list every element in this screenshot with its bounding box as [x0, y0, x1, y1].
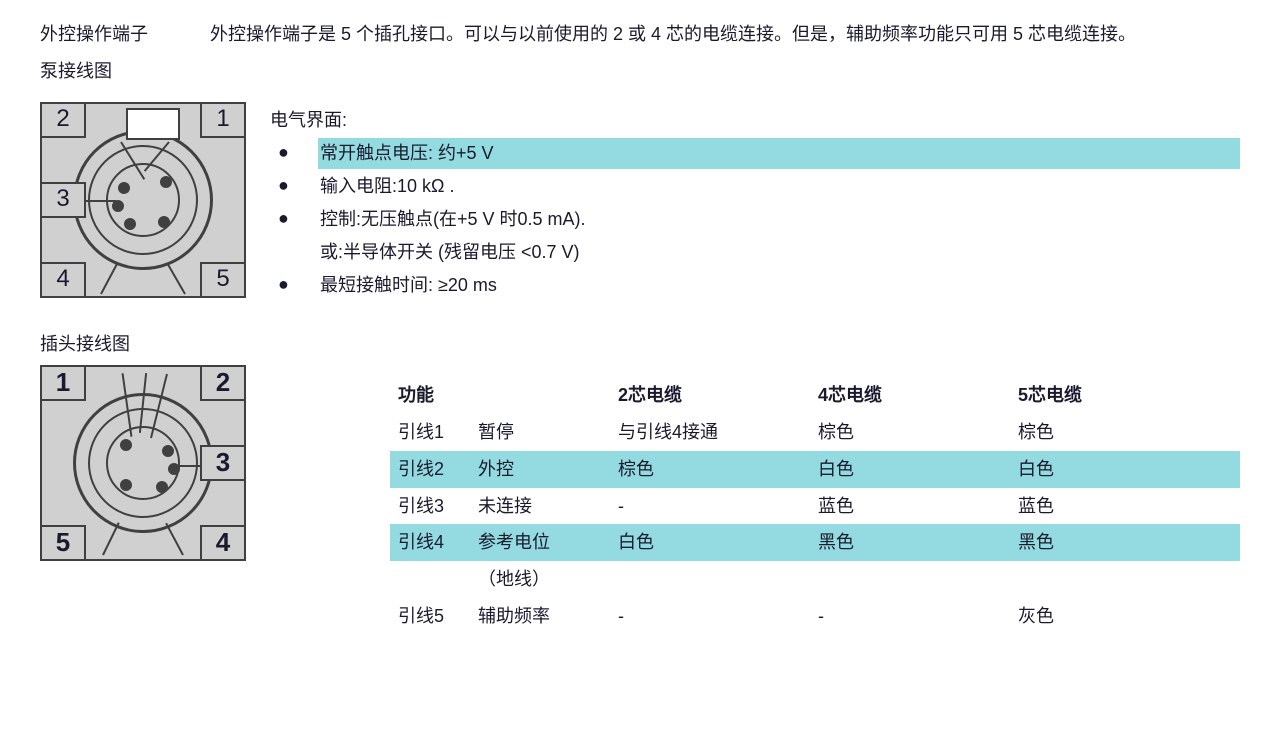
- table-row: 引线2 外控 棕色 白色 白色: [390, 451, 1240, 488]
- electrical-interface-list: ●常开触点电压: 约+5 V ●输入电阻:10 kΩ . ●控制:无压触点(在+…: [270, 138, 1240, 300]
- pin-label-4: 4: [40, 262, 86, 298]
- pin-label-2: 2: [40, 102, 86, 138]
- spec-control: 控制:无压触点(在+5 V 时0.5 mA).: [318, 204, 1240, 235]
- table-row: （地线）: [390, 561, 1240, 598]
- spec-min-time: 最短接触时间: ≥20 ms: [318, 270, 1240, 301]
- pin-label-3: 3: [40, 182, 86, 218]
- spec-alt: 或:半导体开关 (残留电压 <0.7 V): [318, 237, 1240, 268]
- table-row: 引线5 辅助频率 - - 灰色: [390, 598, 1240, 635]
- table-row: 引线3 未连接 - 蓝色 蓝色: [390, 488, 1240, 525]
- spec-voltage: 常开触点电压: 约+5 V: [318, 138, 1240, 169]
- pin-label-5: 5: [200, 262, 246, 298]
- contact-symbol-icon: [126, 108, 180, 140]
- pump-wiring-heading: 泵接线图: [40, 57, 1240, 86]
- spec-impedance: 输入电阻:10 kΩ .: [318, 171, 1240, 202]
- plug-pin-4: 4: [200, 525, 246, 561]
- plug-connector-diagram: 1 2 3 4 5: [40, 365, 246, 561]
- wiring-table: 功能 2芯电缆 4芯电缆 5芯电缆 引线1 暂停 与引线4接通 棕色 棕色 引线…: [390, 377, 1240, 635]
- table-header-row: 功能 2芯电缆 4芯电缆 5芯电缆: [390, 377, 1240, 414]
- pump-connector-diagram: 1 2 3 4 5: [40, 102, 246, 298]
- plug-pin-2: 2: [200, 365, 246, 401]
- plug-pin-1: 1: [40, 365, 86, 401]
- electrical-interface-title: 电气界面:: [270, 106, 1240, 135]
- col-5core: 5芯电缆: [1010, 377, 1240, 414]
- terminal-heading: 外控操作端子: [40, 20, 210, 49]
- pin-label-1: 1: [200, 102, 246, 138]
- plug-pin-3: 3: [200, 445, 246, 481]
- table-row: 引线1 暂停 与引线4接通 棕色 棕色: [390, 414, 1240, 451]
- col-function: 功能: [390, 377, 610, 414]
- plug-pin-5: 5: [40, 525, 86, 561]
- plug-wiring-heading: 插头接线图: [40, 330, 1240, 359]
- col-4core: 4芯电缆: [810, 377, 1010, 414]
- col-2core: 2芯电缆: [610, 377, 810, 414]
- terminal-description: 外控操作端子是 5 个插孔接口。可以与以前使用的 2 或 4 芯的电缆连接。但是…: [210, 20, 1240, 49]
- table-row: 引线4 参考电位 白色 黑色 黑色: [390, 524, 1240, 561]
